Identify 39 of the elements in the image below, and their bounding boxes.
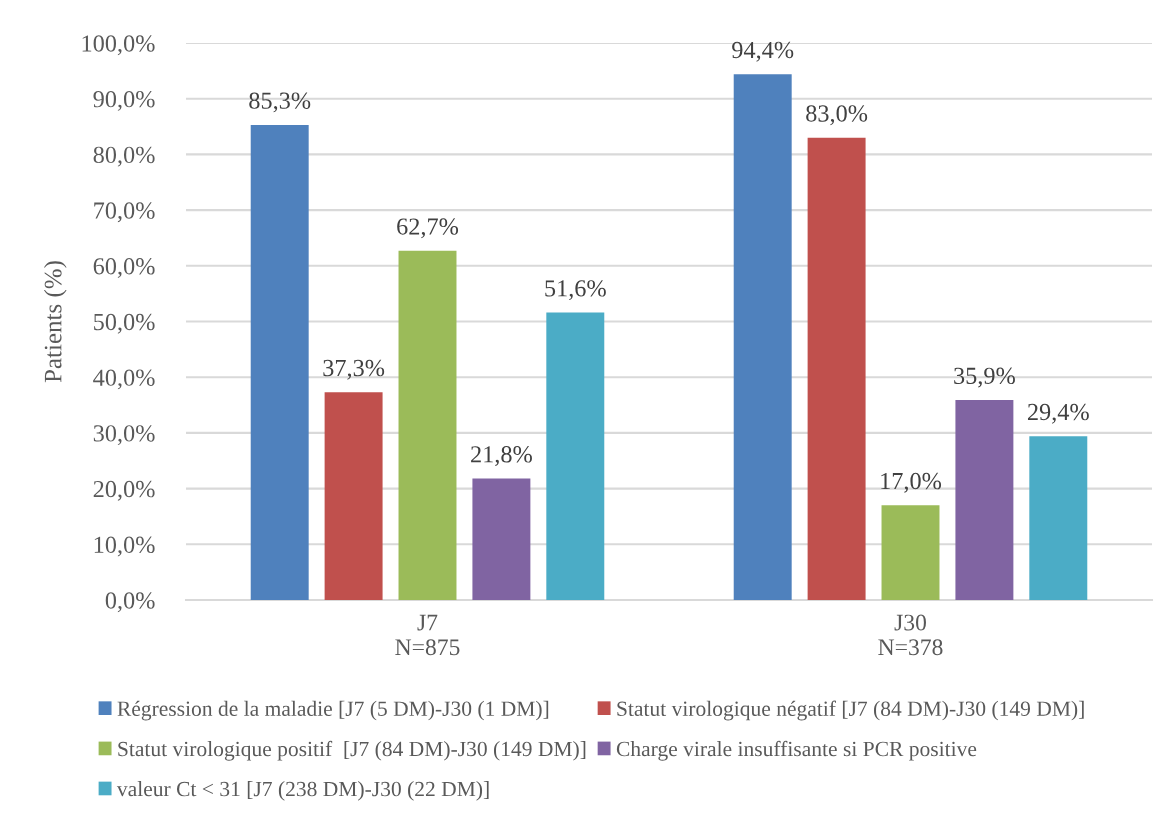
bar <box>1029 436 1088 600</box>
bar <box>546 312 605 600</box>
bar <box>733 74 792 600</box>
bar <box>881 505 940 600</box>
y-tick-label: 50,0% <box>94 313 155 334</box>
data-label: 29,4% <box>1027 403 1089 424</box>
data-label: 51,6% <box>545 280 606 301</box>
data-label: 37,3% <box>323 359 385 380</box>
data-label: 62,7% <box>397 218 459 239</box>
legend-label: Régression de la maladie [J7 (5 DM)-J30 (1 DM)] <box>117 700 549 721</box>
data-label: 85,3% <box>249 92 311 113</box>
legend-label: Statut virologique négatif [J7 (84 DM)-J30 (149 DM)] <box>617 700 1084 721</box>
bar <box>807 137 866 600</box>
x-tick-label: J7 N=875 <box>395 614 460 656</box>
y-tick-label: 80,0% <box>93 146 155 167</box>
bar <box>250 124 309 600</box>
data-label: 17,0% <box>881 472 942 493</box>
y-tick-label: 90,0% <box>93 90 155 111</box>
legend-label: valeur Ct < 31 [J7 (238 DM)-J30 (22 DM)] <box>116 781 489 801</box>
bar <box>324 392 383 600</box>
data-label: 83,0% <box>806 105 868 126</box>
data-label: 35,9% <box>954 367 1015 388</box>
legend-label: Statut virologique positif [J7 (84 DM)-J30 (149 DM)] <box>118 740 586 761</box>
x-tick-label: J30 N=378 <box>878 614 943 656</box>
y-tick-label: 30,0% <box>93 425 155 446</box>
y-tick-label: 70,0% <box>94 202 155 223</box>
y-tick-label: 10,0% <box>94 536 155 557</box>
bar <box>955 400 1014 600</box>
y-tick-label: 60,0% <box>93 258 155 278</box>
bar <box>472 478 531 600</box>
data-label: 94,4% <box>732 41 794 62</box>
bar <box>398 250 457 600</box>
legend-label: Charge virale insuffisante si PCR positive <box>616 740 977 761</box>
y-tick-label: 20,0% <box>93 480 155 501</box>
y-tick-label: 100,0% <box>82 35 155 56</box>
y-tick-label: 40,0% <box>93 369 155 390</box>
y-tick-label: 0,0% <box>105 592 155 613</box>
y-axis-title: Patients (%) <box>43 261 67 383</box>
data-label: 21,8% <box>471 446 532 467</box>
